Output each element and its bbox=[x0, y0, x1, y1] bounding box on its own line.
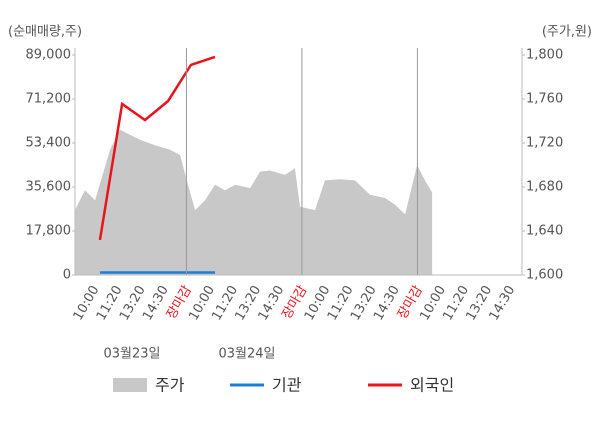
y2-tick-label: 1,600 bbox=[526, 268, 563, 283]
y-tick-label: 89,000 bbox=[26, 48, 72, 63]
y2-tick-label: 1,640 bbox=[526, 224, 563, 239]
price-area bbox=[75, 129, 433, 275]
date-label: 03월23일 bbox=[103, 347, 160, 362]
series-line bbox=[98, 55, 216, 241]
y2-axis-label: (주가,원) bbox=[542, 25, 592, 40]
legend-label: 주가 bbox=[155, 376, 185, 395]
y-tick-label: 35,600 bbox=[26, 180, 72, 195]
y-tick-label: 53,400 bbox=[26, 136, 72, 151]
date-label: 03월24일 bbox=[218, 347, 275, 362]
legend-label: 외국인 bbox=[410, 376, 454, 395]
y-tick-label: 71,200 bbox=[26, 92, 72, 107]
y2-tick-label: 1,760 bbox=[526, 92, 563, 107]
y-tick-label: 0 bbox=[63, 268, 71, 283]
legend-swatch bbox=[113, 378, 147, 392]
y2-tick-label: 1,720 bbox=[526, 136, 563, 151]
y2-tick-label: 1,680 bbox=[526, 180, 563, 195]
y-tick-label: 17,800 bbox=[26, 224, 72, 239]
legend-label: 기관 bbox=[272, 376, 302, 395]
y2-tick-label: 1,800 bbox=[526, 48, 563, 63]
y-axis-label: (순매매량,주) bbox=[8, 25, 82, 40]
